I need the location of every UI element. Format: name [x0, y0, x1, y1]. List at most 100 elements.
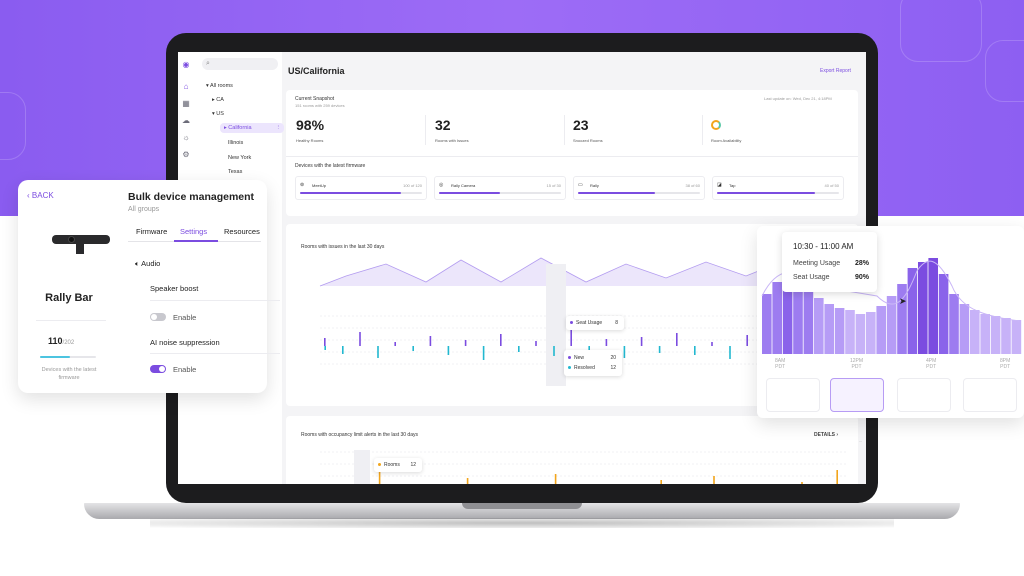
- x-tick: 8AM PDT: [775, 358, 785, 370]
- issue-bar-new: [676, 333, 678, 346]
- tooltip-label: Resolved: [574, 365, 595, 371]
- tree-item-california[interactable]: ▸ California ⋮: [220, 123, 284, 133]
- firmware-device-card[interactable]: ◎ Rally Camera 15 of 30: [434, 176, 566, 200]
- tab-firmware[interactable]: Firmware: [136, 227, 168, 236]
- logo-icon: ◉: [182, 60, 190, 69]
- tree-item-illinois[interactable]: Illinois: [228, 140, 243, 146]
- usage-bars: [762, 258, 1022, 354]
- issue-bar-resolved: [447, 346, 450, 355]
- tree-item-ca[interactable]: ▸ CA: [212, 97, 224, 103]
- issue-bar-resolved: [623, 346, 626, 358]
- snapshot-card: Current Snapshot 151 rooms with 259 devi…: [286, 90, 858, 216]
- tick-time: 8AM: [775, 358, 786, 364]
- seat-usage-area: [320, 258, 848, 286]
- kpi-label: Rooms with Issues: [435, 138, 469, 143]
- count-value: 110: [48, 336, 63, 346]
- back-button[interactable]: ‹ BACK: [27, 191, 54, 200]
- x-tick: 12PM PDT: [850, 358, 863, 370]
- tap-icon: ◪: [717, 182, 722, 188]
- kpi-tile[interactable]: 98% Healthy Rooms: [293, 115, 426, 145]
- kpi-tile[interactable]: 23 Snoozed Rooms: [570, 115, 703, 145]
- usage-bar: [834, 308, 845, 354]
- usage-bar: [907, 268, 918, 354]
- firmware-device-card[interactable]: ◪ Tap 40 of 50: [712, 176, 844, 200]
- issue-bar-new: [464, 340, 467, 346]
- tooltip-value: 12: [610, 365, 616, 371]
- home-icon[interactable]: ⌂: [183, 82, 189, 91]
- panel-subtitle: All groups: [128, 206, 160, 213]
- search-input[interactable]: ⌕: [202, 58, 278, 70]
- issue-bar-resolved: [553, 346, 555, 356]
- more-icon[interactable]: ⋮: [275, 125, 282, 131]
- firmware-progress-fill: [439, 192, 500, 194]
- tooltip-value: 20: [610, 355, 616, 361]
- meeting-usage-value: 28%: [854, 260, 869, 267]
- details-link[interactable]: DETAILS ›: [814, 432, 838, 438]
- tab-settings[interactable]: Settings: [180, 227, 208, 236]
- device-name: Rally Camera: [451, 183, 476, 188]
- tree-item-new-york[interactable]: New York: [228, 155, 251, 161]
- speaker-boost-toggle[interactable]: [150, 313, 166, 321]
- firmware-count-fill: [40, 356, 71, 358]
- issue-bar-new: [359, 332, 361, 346]
- usage-chart: [761, 258, 1022, 354]
- issue-bar-resolved: [324, 346, 326, 350]
- kpi-label: Healthy Rooms: [296, 138, 324, 143]
- snapshot-subtitle: 151 rooms with 259 devices: [295, 103, 345, 108]
- issue-bar-new: [394, 342, 396, 346]
- export-report-link[interactable]: Export Report: [820, 68, 851, 74]
- availability-ring-icon: [711, 120, 721, 130]
- tree-item-texas[interactable]: Texas: [228, 169, 242, 175]
- cloud-icon[interactable]: ☁: [182, 116, 190, 125]
- issue-bar-new: [429, 336, 432, 346]
- speaker-icon: 🔈︎: [135, 259, 140, 268]
- ai-noise-toggle[interactable]: [150, 365, 166, 373]
- rooms-tooltip: Rooms 12: [374, 458, 422, 472]
- kpi-value: 98%: [296, 117, 325, 133]
- tree-item-us[interactable]: ▾ US: [212, 111, 224, 117]
- usage-bar: [814, 298, 824, 354]
- tooltip-label: Seat Usage: [576, 320, 603, 326]
- tooltip-value: 12: [410, 462, 416, 468]
- tooltip-label: New: [574, 355, 585, 361]
- firmware-device-card[interactable]: ⊚ MeetUp 100 of 120: [295, 176, 427, 200]
- day-thumbnail[interactable]: [963, 378, 1017, 412]
- device-count: 15 of 30: [546, 183, 561, 188]
- firmware-device-card[interactable]: ▭ Rally 38 of 60: [573, 176, 705, 200]
- day-thumbnail[interactable]: [830, 378, 884, 412]
- details-label: DETAILS: [814, 432, 836, 438]
- tree-item-label: New York: [228, 155, 252, 161]
- issue-bar-new: [500, 334, 502, 346]
- lightbulb-icon[interactable]: ☼: [182, 133, 190, 142]
- tick-time: 4PM: [926, 358, 937, 364]
- count-total: /202: [62, 340, 75, 346]
- tab-resources[interactable]: Resources: [224, 227, 260, 236]
- usage-bar: [772, 282, 782, 354]
- firmware-count: 110/202: [48, 336, 74, 346]
- usage-bar: [970, 310, 980, 354]
- usage-bar: [793, 284, 803, 354]
- day-thumbnail[interactable]: [897, 378, 951, 412]
- occupancy-bar: [660, 480, 662, 484]
- speaker-boost-label: Speaker boost: [150, 284, 199, 293]
- day-thumbnail[interactable]: [766, 378, 820, 412]
- last-update: Last update on: Wed, Dec 21, 4:18PM: [764, 96, 832, 101]
- kpi-label: Room Availability: [711, 138, 742, 143]
- bulk-device-panel: ‹ BACK Bulk device management All groups…: [18, 180, 280, 393]
- gear-icon[interactable]: ⚙: [182, 150, 190, 159]
- decor-shape: [985, 40, 1024, 102]
- dashboard-icon[interactable]: ▦: [182, 99, 190, 108]
- kpi-tile[interactable]: 32 Rooms with Issues: [432, 115, 565, 145]
- tick-zone: PDT: [851, 364, 862, 370]
- tree-item-label: Texas: [228, 169, 243, 175]
- speaker-enable-label: Enable: [173, 313, 197, 322]
- tree-item-all-rooms[interactable]: ▾ All rooms: [206, 83, 233, 89]
- usage-bar: [876, 306, 886, 354]
- tree-item-label: All rooms: [210, 83, 233, 89]
- kpi-tile[interactable]: Room Availability: [708, 115, 840, 145]
- usage-bar: [782, 274, 793, 354]
- x-tick: 4PM PDT: [926, 358, 936, 370]
- seat-usage-tooltip: Seat Usage 8: [566, 316, 624, 330]
- tree-item-label: CA: [216, 97, 224, 103]
- usage-bar: [824, 304, 834, 354]
